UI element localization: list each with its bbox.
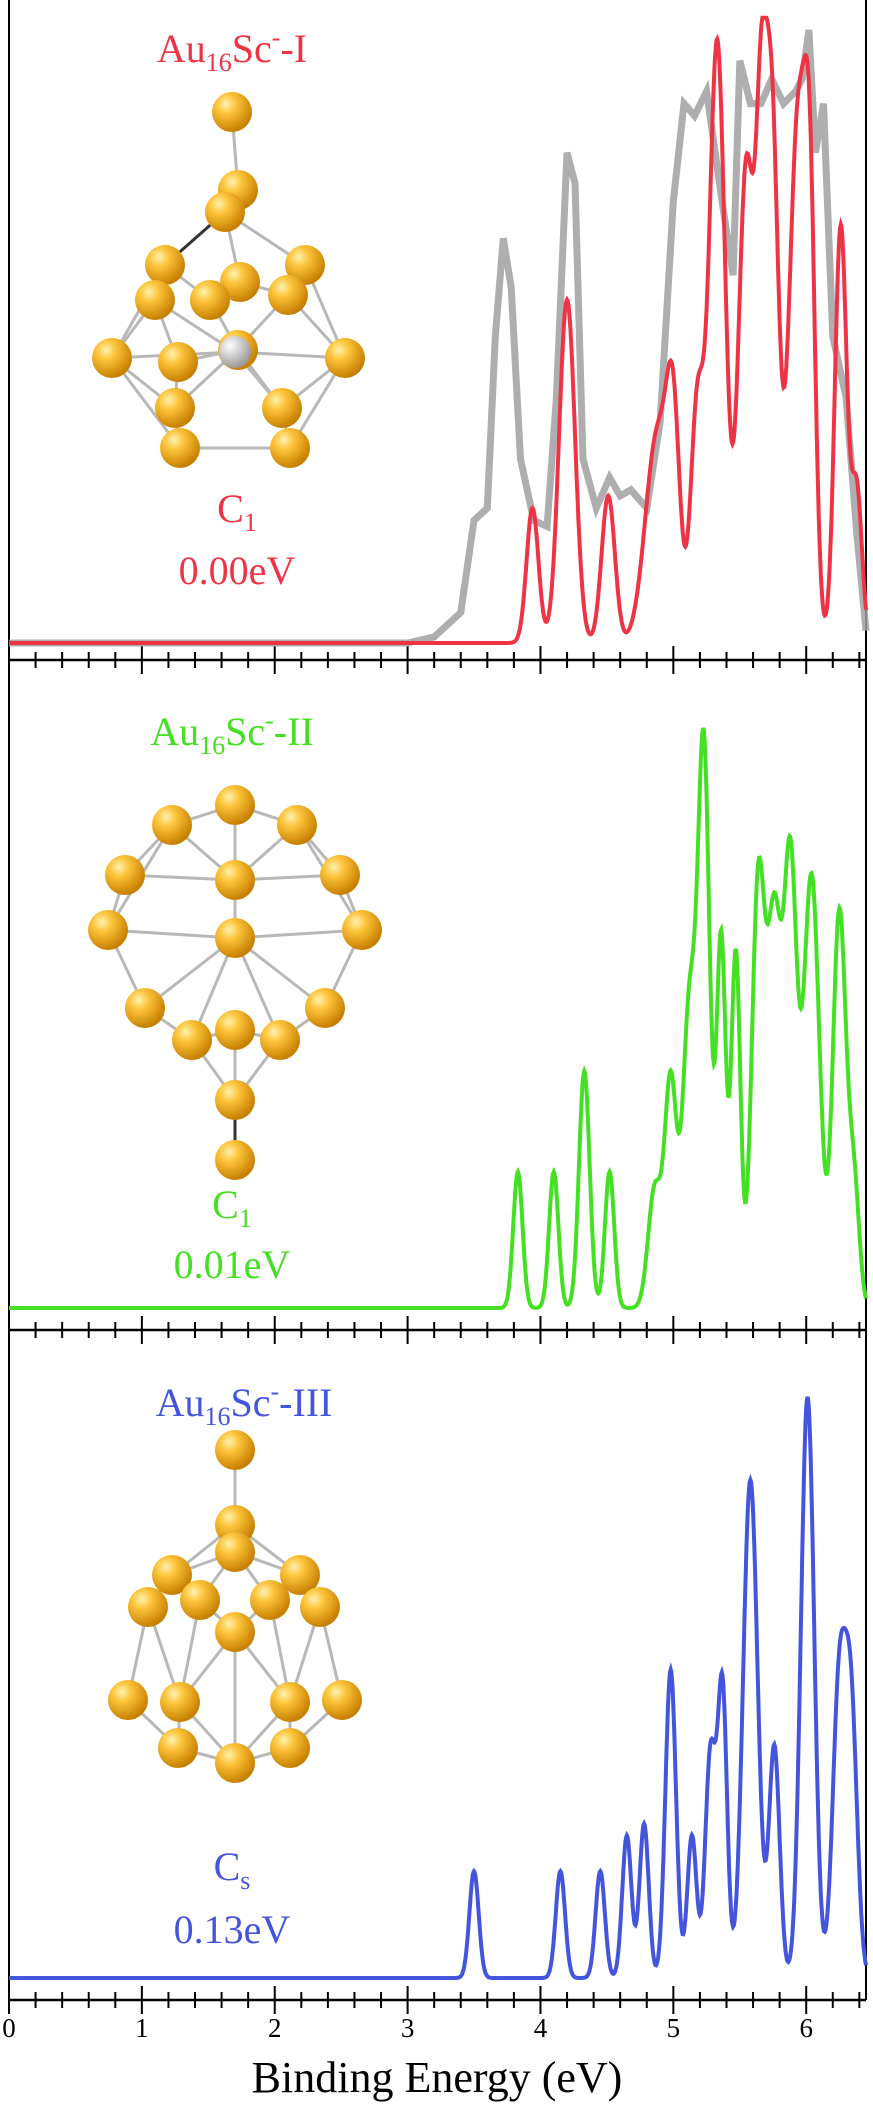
cluster-structure-3 — [108, 1430, 362, 1783]
gold-atom — [215, 1612, 255, 1652]
gold-atom — [160, 428, 200, 468]
gold-atom — [305, 988, 345, 1028]
gold-atom — [268, 275, 308, 315]
x-tick-label: 2 — [268, 2013, 282, 2043]
gold-atom — [260, 1020, 300, 1060]
cluster-structure-2 — [88, 785, 382, 1180]
panel-2-symmetry: C1 — [212, 1182, 252, 1233]
gold-atom — [215, 1010, 255, 1050]
panel-3-ticks — [8, 1986, 861, 2014]
panel-1-ticks — [8, 646, 861, 674]
gold-atom — [105, 855, 145, 895]
bond — [234, 928, 363, 940]
gold-atom — [322, 1680, 362, 1720]
gold-atom — [160, 1682, 200, 1722]
gold-atom — [92, 338, 132, 378]
gold-atom — [125, 988, 165, 1028]
panel-2-title: Au16Sc--II — [150, 706, 314, 760]
gold-atom — [220, 262, 260, 302]
gold-atom — [172, 1020, 212, 1060]
x-tick-label: 0 — [2, 2013, 16, 2043]
gold-atom — [285, 245, 325, 285]
gold-atom — [280, 1555, 320, 1595]
gold-atom — [270, 1728, 310, 1768]
gold-atom — [215, 1743, 255, 1783]
panel-2 — [8, 660, 868, 1344]
gold-atom — [300, 1587, 340, 1627]
gold-atom — [215, 1430, 255, 1470]
x-tick-labels: 0 1 2 3 4 5 6 — [2, 2013, 813, 2043]
panel-3 — [8, 1330, 868, 2014]
gold-atom — [215, 918, 255, 958]
gold-atom — [158, 1728, 198, 1768]
panel-3-symmetry: Cs — [214, 1844, 251, 1895]
gold-atom — [155, 388, 195, 428]
panel-1-simulated-curve — [9, 15, 868, 645]
gold-atom — [250, 1580, 290, 1620]
gold-atom — [215, 1532, 255, 1572]
panel-3-title: Au16Sc--III — [156, 1377, 333, 1431]
x-tick-label: 3 — [401, 2013, 415, 2043]
panel-2-ticks — [8, 1316, 861, 1344]
gold-atom — [215, 1080, 255, 1120]
gold-atom — [88, 910, 128, 950]
x-tick-label: 5 — [667, 2013, 681, 2043]
x-tick-label: 6 — [799, 2013, 813, 2043]
gold-atom — [270, 1682, 310, 1722]
gold-atom — [158, 342, 198, 382]
gold-atom — [180, 1580, 220, 1620]
gold-atom — [342, 910, 382, 950]
gold-atom — [270, 428, 310, 468]
x-tick-label: 1 — [135, 2013, 149, 2043]
panel-2-energy: 0.01eV — [174, 1242, 291, 1287]
gold-atom — [215, 1140, 255, 1180]
gold-atom — [108, 1680, 148, 1720]
gold-atom — [212, 92, 252, 132]
x-tick-label: 4 — [534, 2013, 548, 2043]
panel-1-symmetry: C1 — [217, 486, 257, 537]
gold-atom — [262, 388, 302, 428]
gold-atom — [135, 280, 175, 320]
gold-atom — [215, 860, 255, 900]
gold-atom — [215, 785, 255, 825]
gold-atom — [145, 245, 185, 285]
gold-atom — [205, 192, 245, 232]
panel-1-energy: 0.00eV — [179, 548, 296, 593]
x-axis-title: Binding Energy (eV) — [252, 2053, 623, 2102]
panel-1-title: Au16Sc--I — [157, 23, 307, 77]
bond — [107, 928, 236, 940]
gold-atom — [277, 805, 317, 845]
gold-atom — [152, 805, 192, 845]
cluster-structure-1 — [92, 92, 365, 468]
panel-1 — [8, 0, 870, 674]
gold-atom — [325, 338, 365, 378]
panel-3-simulated-curve — [9, 1396, 868, 1980]
scandium-atom — [219, 336, 251, 368]
gold-atom — [128, 1587, 168, 1627]
panel-2-simulated-curve — [9, 727, 868, 1310]
gold-atom — [190, 280, 230, 320]
gold-atom — [152, 1555, 192, 1595]
panel-3-energy: 0.13eV — [174, 1907, 291, 1952]
gold-atom — [320, 855, 360, 895]
